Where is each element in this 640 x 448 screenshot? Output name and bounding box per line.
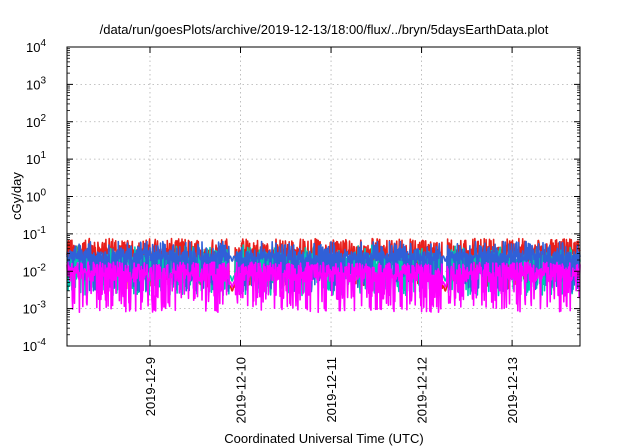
x-tick-label: 2019-12-12	[415, 357, 430, 424]
x-tick-label: 2019-12-13	[505, 357, 520, 424]
y-tick-exponent: 3	[40, 75, 46, 86]
y-tick-exponent: -3	[37, 300, 46, 311]
y-tick-exponent: -4	[37, 337, 46, 348]
y-axis-label: cGy/day	[9, 172, 24, 220]
y-tick-label: 104	[26, 38, 46, 55]
y-tick-exponent: -1	[37, 225, 46, 236]
y-tick-exponent: 4	[40, 38, 46, 49]
axis-ticks: 10-410-310-210-11001011021031042019-12-9…	[23, 38, 580, 424]
y-tick-exponent: 1	[40, 150, 46, 161]
x-tick-label: 2019-12-10	[234, 357, 249, 424]
x-tick-label: 2019-12-9	[143, 357, 158, 416]
x-axis-label: Coordinated Universal Time (UTC)	[224, 431, 423, 446]
y-tick-label: 10-4	[23, 337, 47, 354]
series-line-3	[66, 261, 581, 314]
y-tick-label: 100	[26, 188, 46, 205]
y-tick-exponent: 2	[40, 113, 46, 124]
series-line-2	[66, 240, 581, 293]
x-tick-label: 2019-12-11	[324, 357, 339, 423]
y-tick-label: 10-1	[23, 225, 47, 242]
y-tick-label: 102	[26, 113, 46, 130]
y-tick-label: 101	[26, 150, 46, 167]
y-tick-label: 10-3	[23, 300, 47, 317]
y-tick-exponent: -2	[37, 262, 46, 273]
y-tick-label: 103	[26, 75, 46, 92]
y-tick-exponent: 0	[40, 188, 46, 199]
chart-title: /data/run/goesPlots/archive/2019-12-13/1…	[100, 22, 549, 37]
y-tick-label: 10-2	[23, 262, 47, 279]
series-layer	[66, 237, 581, 314]
